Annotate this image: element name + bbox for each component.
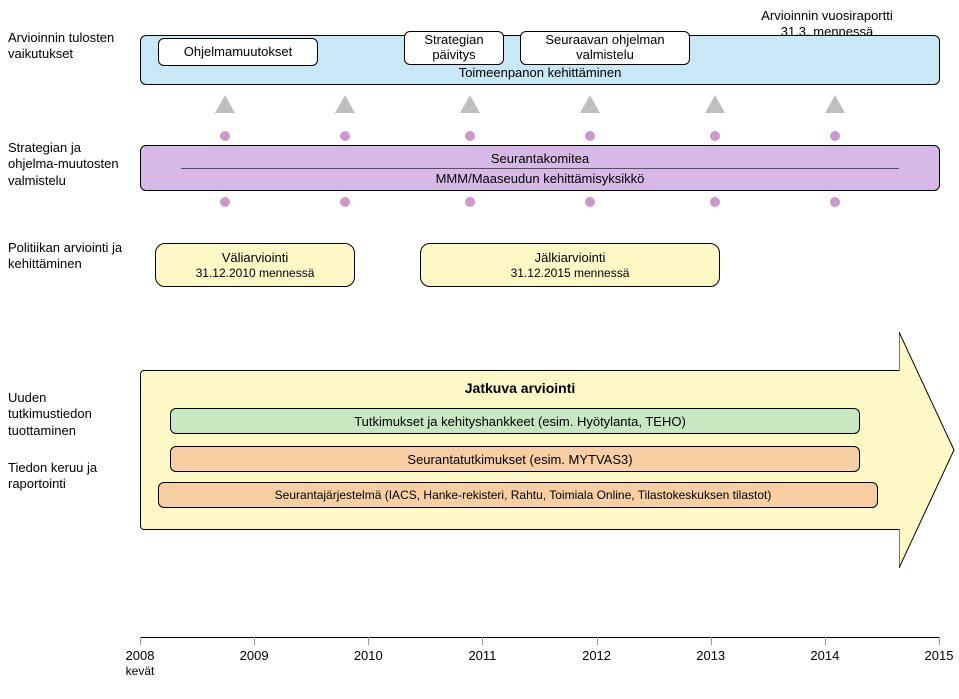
row1-box-2: Strategian päivitys (404, 31, 504, 65)
bar-orange2-text: Seurantajärjestelmä (IACS, Hanke-rekiste… (275, 488, 772, 502)
dot-bot-5 (710, 197, 720, 207)
eval1-l2: 31.12.2010 mennessä (156, 266, 354, 280)
eval1-l1: Väliarviointi (156, 250, 354, 266)
eval2-l1: Jälkiarviointi (421, 250, 719, 266)
year-2008: 2008 (126, 648, 155, 663)
row1-box-1: Ohjelmamuutokset (158, 38, 318, 66)
row1-box1-text: Ohjelmamuutokset (184, 45, 292, 60)
year-2014: 2014 (810, 648, 839, 663)
row3-label: Politiikan arviointi ja kehittäminen (8, 240, 128, 273)
research-projects-bar: Tutkimukset ja kehityshankkeet (esim. Hy… (170, 408, 860, 434)
continuous-eval-title: Jatkuva arviointi (140, 380, 900, 396)
row1-box2-l1: Strategian (424, 33, 483, 48)
dot-top-4 (585, 131, 595, 141)
eval-box-2: Jälkiarviointi 31.12.2015 mennessä (420, 243, 720, 287)
up-triangle-4 (580, 95, 600, 113)
eval2-l2: 31.12.2015 mennessä (421, 266, 719, 280)
row2-label: Strategian ja ohjelma-muutosten valmiste… (8, 140, 128, 189)
year-sub: kevät (126, 664, 155, 678)
tick-2014 (825, 637, 826, 645)
row1-box2-l2: päivitys (432, 48, 475, 63)
row1-box3-l2: valmistelu (576, 48, 634, 63)
dot-top-6 (830, 131, 840, 141)
tick-2008 (140, 637, 141, 645)
year-2010: 2010 (354, 648, 383, 663)
bar-green-text: Tutkimukset ja kehityshankkeet (esim. Hy… (354, 414, 686, 429)
tick-2015 (939, 637, 940, 645)
eval-box-1: Väliarviointi 31.12.2010 mennessä (155, 243, 355, 287)
dot-top-5 (710, 131, 720, 141)
tick-2010 (368, 637, 369, 645)
bar-orange1-text: Seurantatutkimukset (esim. MYTVAS3) (407, 452, 632, 467)
year-2015: 2015 (925, 648, 954, 663)
annual-report-l1: Arvioinnin vuosiraportti (732, 8, 922, 24)
tick-2013 (711, 637, 712, 645)
dot-bot-4 (585, 197, 595, 207)
year-2011: 2011 (468, 648, 496, 663)
row2-line2: MMM/Maaseudun kehittämisyksikkö (436, 171, 645, 186)
dot-top-2 (340, 131, 350, 141)
row1-label: Arvioinnin tulosten vaikutukset (8, 30, 128, 63)
up-triangle-1 (215, 95, 235, 113)
up-triangle-5 (705, 95, 725, 113)
row1-box-3: Seuraavan ohjelman valmistelu (520, 31, 690, 65)
up-triangle-2 (335, 95, 355, 113)
tick-2009 (254, 637, 255, 645)
dot-top-3 (465, 131, 475, 141)
row1-box3-l1: Seuraavan ohjelman (545, 33, 664, 48)
dot-bot-6 (830, 197, 840, 207)
timeline: 2008kevät2009201020112012201320142015 (140, 637, 939, 677)
monitoring-studies-bar: Seurantatutkimukset (esim. MYTVAS3) (170, 446, 860, 472)
year-2012: 2012 (582, 648, 611, 663)
year-2013: 2013 (696, 648, 725, 663)
up-triangle-3 (460, 95, 480, 113)
row4-label-2: Tiedon keruu ja raportointi (8, 460, 128, 493)
monitoring-system-bar: Seurantajärjestelmä (IACS, Hanke-rekiste… (158, 482, 878, 508)
tick-2012 (597, 637, 598, 645)
row1-bar-title: Toimeenpanon kehittäminen (459, 65, 622, 80)
dot-bot-2 (340, 197, 350, 207)
arrow-head-svg (899, 332, 955, 568)
row2-bar: Seurantakomitea MMM/Maaseudun kehittämis… (140, 145, 940, 191)
row2-line1: Seurantakomitea (491, 151, 589, 166)
row4-label-1: Uuden tutkimustiedon tuottaminen (8, 390, 128, 439)
tick-2011 (482, 637, 483, 645)
dot-top-1 (220, 131, 230, 141)
dot-bot-3 (465, 197, 475, 207)
up-triangle-6 (825, 95, 845, 113)
year-2009: 2009 (240, 648, 269, 663)
dot-bot-1 (220, 197, 230, 207)
